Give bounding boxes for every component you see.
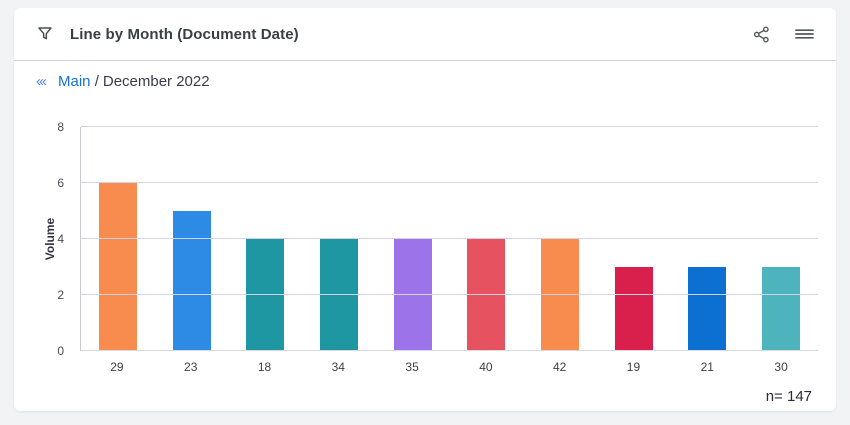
bar-band-18 [228, 127, 302, 351]
gridline-y-2 [81, 294, 818, 295]
widget-title: Line by Month (Document Date) [70, 25, 299, 43]
x-tick-label-34: 34 [331, 360, 345, 374]
bar-23[interactable] [172, 211, 211, 351]
gridline-y-0 [81, 350, 818, 351]
x-tick-label-23: 23 [184, 360, 198, 374]
bar-band-23 [155, 127, 229, 351]
bar-18[interactable] [246, 239, 285, 351]
x-tick-label-18: 18 [257, 360, 272, 374]
x-tick-label-35: 35 [405, 360, 419, 374]
bar-band-35 [376, 127, 450, 351]
bar-band-42 [523, 127, 597, 351]
breadcrumb-current: December 2022 [102, 73, 210, 90]
widget-header: Line by Month (Document Date) [14, 8, 836, 60]
header-actions [752, 25, 814, 44]
bar-30[interactable] [762, 267, 801, 351]
y-tick-label-2: 2 [57, 288, 64, 302]
breadcrumb-trail: Main / December 2022 [58, 73, 210, 90]
bar-band-21 [671, 127, 745, 351]
bar-35[interactable] [393, 239, 432, 351]
x-tick-label-21: 21 [700, 360, 714, 374]
bar-band-40 [450, 127, 524, 351]
y-tick-label-6: 6 [57, 176, 64, 190]
y-tick-label-8: 8 [57, 120, 64, 134]
gridline-y-6 [81, 182, 818, 183]
bar-series [81, 127, 818, 351]
bar-19[interactable] [614, 267, 653, 351]
bar-29[interactable] [98, 183, 137, 351]
y-tick-label-4: 4 [57, 232, 64, 246]
bar-band-29 [81, 127, 155, 351]
x-tick-label-40: 40 [479, 360, 493, 374]
bar-band-19 [597, 127, 671, 351]
gridline-y-8 [81, 126, 818, 127]
header-divider [14, 60, 836, 61]
y-tick-label-0: 0 [57, 344, 64, 358]
menu-icon[interactable] [795, 26, 814, 42]
breadcrumb-back-icon[interactable]: ‹‹‹ [36, 73, 47, 90]
breadcrumb-separator: / [94, 73, 99, 90]
x-tick-label-30: 30 [774, 360, 788, 374]
bar-band-30 [744, 127, 818, 351]
bar-21[interactable] [688, 267, 727, 351]
bar-42[interactable] [541, 239, 580, 351]
breadcrumb: ‹‹‹ Main / December 2022 [14, 61, 836, 94]
x-tick-label-19: 19 [626, 360, 641, 374]
filter-icon[interactable] [36, 25, 54, 43]
share-icon[interactable] [752, 25, 771, 44]
sample-size-label: n= 147 [765, 388, 812, 405]
x-tick-label-29: 29 [110, 360, 124, 374]
chart-widget-card: Line by Month (Document Date) ‹‹‹ Main [14, 8, 836, 411]
x-tick-label-42: 42 [553, 360, 567, 374]
bar-40[interactable] [467, 239, 506, 351]
bar-chart-plot-area [80, 126, 818, 351]
bar-34[interactable] [319, 239, 358, 351]
gridline-y-4 [81, 238, 818, 239]
bar-band-34 [302, 127, 376, 351]
breadcrumb-link-main[interactable]: Main [58, 73, 91, 90]
y-axis-tick-labels: 0 2 4 6 8 [14, 120, 72, 358]
x-axis-tick-labels: 29 23 18 34 35 40 42 19 21 30 [80, 360, 818, 374]
